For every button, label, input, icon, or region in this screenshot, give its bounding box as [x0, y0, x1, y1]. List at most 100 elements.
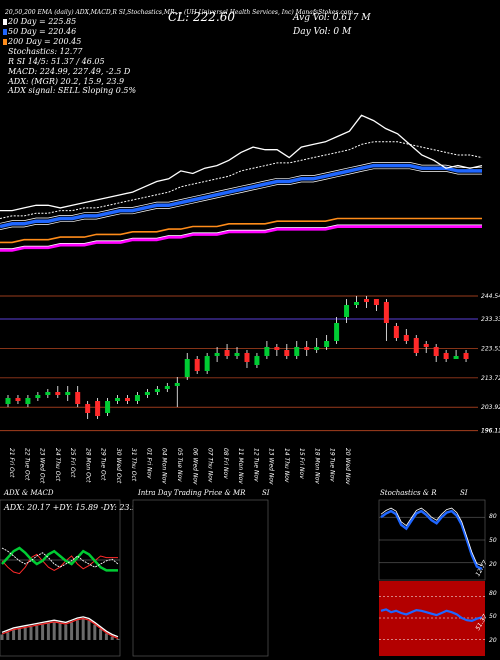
x-tick-label: 12 Tue Nov: [252, 448, 259, 482]
candle-up: [264, 347, 270, 356]
candle-up: [204, 356, 210, 371]
candle-up: [234, 353, 240, 356]
ref-line-label: 203.92: [481, 404, 500, 411]
series-line-50day-lower: [0, 168, 482, 230]
candle-up: [254, 356, 260, 365]
candle-down: [403, 335, 409, 341]
ema50-swatch: [3, 29, 7, 35]
candle-down: [95, 401, 101, 416]
adx-panel: [0, 546, 120, 640]
candle-up: [5, 398, 11, 404]
ref-line-label: 213.72: [481, 375, 500, 382]
x-axis-dates: 21 Fri Oct 22 Tue Oct 23 Wed Oct 24 Thu Oct…: [8, 448, 351, 485]
x-tick-label: 04 Mon Nov: [161, 448, 168, 484]
candle-up: [65, 392, 71, 395]
avg-volume: Avg Vol: 0.617 M: [292, 13, 371, 23]
series-line-magenta: [0, 225, 482, 252]
rsi-frame: [379, 581, 485, 656]
ref-line-label: 223.53: [481, 345, 500, 352]
candle-up: [334, 323, 340, 341]
candle-up: [35, 395, 41, 398]
candle-down: [443, 353, 449, 359]
candle-up: [45, 392, 51, 395]
ema-panel: [0, 114, 483, 252]
intraday-si-label: SI: [262, 489, 270, 497]
candle-up: [294, 347, 300, 356]
candle-down: [383, 302, 389, 323]
rsi-tick-50: 50: [489, 613, 497, 620]
candle-down: [284, 350, 290, 356]
ema20-readout: 20 Day = 225.85: [7, 17, 76, 26]
candle-up: [314, 347, 320, 350]
stoch-tick-80: 80: [489, 513, 497, 520]
candle-up: [344, 305, 350, 317]
candle-up: [105, 401, 111, 413]
x-tick-label: 01 Fri Nov: [145, 448, 152, 479]
ema50-readout: 50 Day = 220.46: [8, 27, 76, 36]
macd-readout: MACD: 224.99, 227.49, -2.5 D: [7, 67, 131, 76]
candle-down: [85, 404, 91, 413]
x-tick-label: 11 Mon Nov: [237, 448, 244, 484]
candle-up: [174, 383, 180, 386]
candle-down: [124, 398, 130, 401]
candle-up: [453, 356, 459, 359]
candle-down: [433, 347, 439, 356]
intraday-title: Intra Day Trading Price & MR: [137, 489, 246, 497]
candle-up: [144, 392, 150, 395]
ema200-swatch: [3, 39, 7, 45]
candle-down: [373, 299, 379, 305]
candle-up: [214, 353, 220, 356]
candle-down: [423, 344, 429, 347]
x-tick-label: 07 Thu Nov: [207, 448, 214, 483]
x-tick-label: 30 Wed Oct: [115, 448, 122, 484]
candle-down: [274, 347, 280, 350]
candle-up: [25, 398, 31, 404]
adx-macd-frame: [0, 499, 121, 657]
candle-up: [115, 398, 121, 401]
adx-readout: ADX: (MGR) 20.2, 15.9, 23.9: [7, 77, 124, 86]
ema20-swatch: [3, 19, 7, 25]
x-tick-label: 18 Mon Nov: [313, 448, 320, 484]
x-tick-label: 08 Fri Nov: [222, 448, 229, 479]
candle-up: [354, 302, 360, 305]
candle-down: [413, 338, 419, 353]
candle-up: [184, 359, 190, 377]
rsi-readout: R SI 14/5: 51.37 / 46.05: [7, 57, 105, 66]
x-tick-label: 15 Fri Nov: [298, 448, 305, 479]
stoch-d-line: [380, 507, 483, 567]
candle-up: [324, 341, 330, 347]
stoch-panel: [379, 507, 485, 640]
x-tick-label: 06 Wed Nov: [191, 448, 198, 485]
stoch-tick-50: 50: [489, 537, 497, 544]
x-tick-label: 24 Thu Oct: [54, 448, 61, 482]
header-ema-line: 20,50,200 EMA (daily) ADX,MACD,R SI,Stoc…: [4, 9, 353, 16]
x-tick-label: 13 Wed Nov: [268, 448, 275, 485]
candle-down: [244, 353, 250, 362]
series-line-50day: [0, 163, 482, 229]
candle-down: [463, 353, 469, 359]
day-volume: Day Vol: 0 M: [292, 27, 352, 37]
ref-line-label: 233.33: [481, 316, 500, 323]
macd-line: [1, 616, 119, 638]
rsi-tick-20: 20: [489, 637, 497, 644]
rsi-tick-80: 80: [489, 590, 497, 597]
candle-up: [134, 395, 140, 401]
x-tick-label: 29 Tue Oct: [100, 448, 107, 481]
macd-signal-line: [1, 617, 119, 639]
x-tick-label: 05 Tue Nov: [176, 448, 183, 482]
series-line-magenta-edge: [0, 224, 482, 250]
series-line-20day: [0, 141, 483, 219]
intraday-frame: [132, 499, 269, 657]
candle-down: [75, 392, 81, 404]
x-tick-label: 20 Wed Nov: [344, 448, 351, 485]
candle-down: [194, 359, 200, 371]
ema200-readout: 200 Day = 200.45: [7, 37, 81, 46]
stoch-readout: Stochastics: 12.77: [8, 47, 83, 56]
rsi-line: [380, 608, 483, 623]
x-tick-label: 28 Mon Oct: [84, 448, 91, 483]
x-tick-label: 19 Tue Nov: [329, 448, 336, 482]
x-tick-label: 14 Thu Nov: [283, 448, 290, 483]
stoch-tick-20: 20: [489, 561, 497, 568]
